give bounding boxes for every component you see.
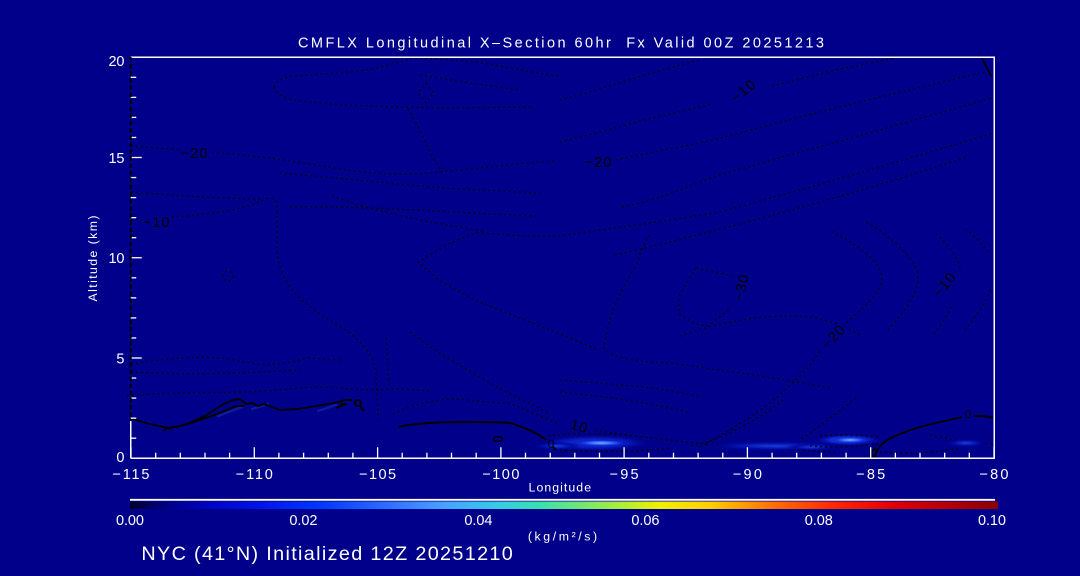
svg-text:0.00: 0.00	[116, 513, 144, 529]
svg-text:−30: −30	[731, 273, 752, 303]
svg-text:−10: −10	[143, 215, 170, 231]
svg-text:(kg/m²/s): (kg/m²/s)	[528, 530, 597, 544]
svg-text:0: 0	[965, 410, 971, 422]
svg-text:−105: −105	[359, 467, 396, 483]
svg-text:−20: −20	[585, 155, 612, 171]
svg-text:20: 20	[109, 54, 125, 70]
svg-text:0.02: 0.02	[289, 513, 317, 529]
svg-text:NYC (41°N) Initialized 12Z 202: NYC (41°N) Initialized 12Z 20251210	[141, 543, 512, 565]
svg-text:−100: −100	[482, 467, 519, 483]
svg-text:0.08: 0.08	[805, 513, 833, 529]
svg-text:0.04: 0.04	[464, 513, 492, 529]
svg-text:−90: −90	[733, 467, 762, 483]
svg-text:5: 5	[116, 351, 124, 367]
svg-text:15: 15	[109, 151, 125, 167]
svg-text:−95: −95	[610, 467, 639, 483]
svg-text:−20: −20	[181, 146, 208, 162]
svg-text:10: 10	[109, 251, 125, 267]
svg-text:0.06: 0.06	[631, 513, 659, 529]
svg-text:Longitude: Longitude	[529, 481, 592, 495]
svg-text:−85: −85	[856, 467, 885, 483]
svg-text:0: 0	[548, 437, 555, 451]
svg-text:−80: −80	[980, 467, 1009, 483]
svg-text:0: 0	[116, 450, 124, 466]
svg-text:10: 10	[568, 417, 589, 437]
svg-text:0.10: 0.10	[978, 513, 1006, 529]
svg-text:CMFLX Longitudinal X–Section 6: CMFLX Longitudinal X–Section 60hr Fx Val…	[298, 36, 824, 52]
